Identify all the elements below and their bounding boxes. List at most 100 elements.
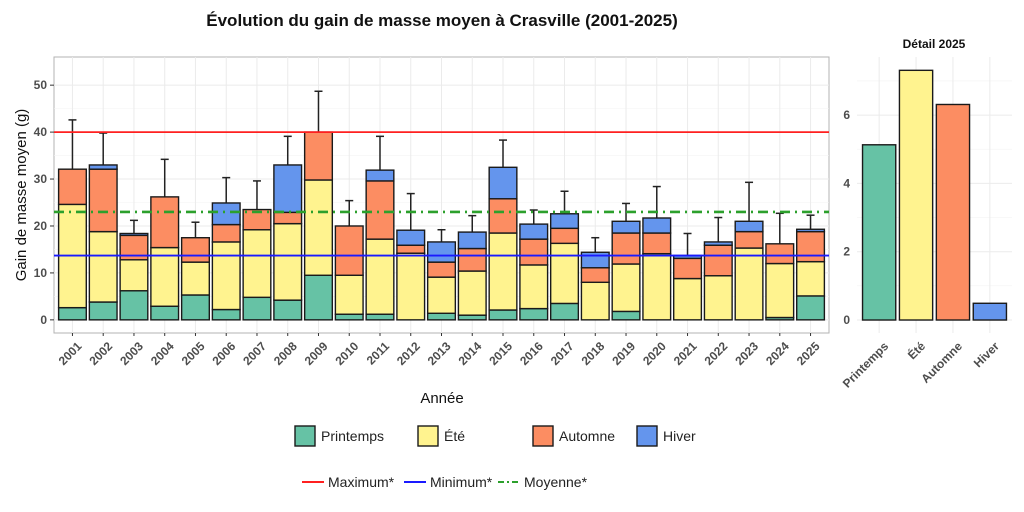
bar-segment-été [642,252,672,321]
bar-segment-automne [242,208,272,231]
bar-segment-automne [549,227,580,245]
legend-label-printemps: Printemps [321,428,384,444]
x-tick-label: 2015 [486,339,515,368]
bar-segment-automne [765,243,795,265]
bar-segment-hiver [119,232,149,237]
detail-x-tick-label: Automne [918,339,965,386]
x-tick-label: 2005 [179,339,208,368]
bar-segment-printemps [488,309,518,321]
detail-x-tick-label: Printemps [840,339,892,391]
detail-y-tick-label: 4 [843,176,850,190]
detail-bar-printemps [861,144,897,321]
bar-segment-automne [211,223,241,243]
bar-segment-hiver [519,223,549,240]
detail-bar-hiver [972,302,1008,321]
bar-segment-printemps [334,313,364,321]
bar-segment-hiver [457,231,487,250]
bar-segment-été [549,242,580,305]
legend-swatch-été [417,425,439,447]
legend-line-label: Minimum* [430,474,493,490]
bar-segment-été [765,262,795,319]
bar-segment-été [303,179,334,276]
bar-segment-printemps [611,310,641,321]
x-axis-label: Année [420,390,463,407]
detail-bar-été [898,69,934,321]
detail-bar-automne [935,103,971,321]
bar-segment-automne [334,225,364,276]
detail-y-tick-label: 0 [843,313,850,327]
bar-segment-printemps [150,305,180,321]
bar-segment-printemps [119,290,149,321]
y-tick-label: 40 [34,125,48,139]
bar-segment-hiver [365,169,395,182]
bar-segment-été [519,264,549,310]
bar-segment-été [703,275,733,321]
bar-segment-printemps [242,296,272,321]
x-tick-label: 2016 [517,339,546,368]
bar-segment-été [88,230,118,303]
bar-segment-hiver [88,164,118,170]
bar-segment-été [672,277,703,321]
bar-segment-automne [519,238,549,266]
x-tick-label: 2013 [425,339,454,368]
bar-segment-printemps [796,295,826,321]
bar-segment-hiver [488,166,518,200]
bar-segment-automne [150,196,180,249]
y-tick-label: 50 [34,78,48,92]
bar-segment-été [611,263,641,313]
x-tick-label: 2021 [671,339,700,368]
bar-segment-hiver [396,229,426,246]
x-tick-label: 2012 [394,339,423,368]
bar-segment-hiver [796,228,826,233]
bar-segment-printemps [57,306,87,321]
bar-segment-printemps [457,314,487,321]
x-tick-label: 2009 [302,339,331,368]
detail-y-tick-label: 2 [843,245,850,259]
x-tick-label: 2010 [333,339,362,368]
bar-segment-printemps [211,308,241,321]
bar-segment-printemps [303,274,334,321]
x-tick-label: 2020 [640,339,669,368]
x-tick-label: 2024 [763,339,792,368]
bar-segment-été [180,261,211,296]
bar-segment-automne [642,232,672,255]
bar-segment-hiver [642,217,672,234]
bar-segment-automne [426,261,457,278]
bar-segment-été [734,247,764,321]
bar-segment-été [119,259,149,292]
bar-segment-automne [273,211,303,225]
y-tick-label: 20 [34,219,48,233]
x-tick-label: 2017 [548,339,577,368]
legend-label-hiver: Hiver [663,428,696,444]
bar-segment-été [457,270,487,316]
y-axis-label: Gain de masse moyen (g) [13,109,30,282]
bar-segment-automne [88,168,118,233]
detail-y-tick-label: 6 [843,108,850,122]
bar-segment-été [488,232,518,311]
bar-segment-été [426,276,457,314]
bar-segment-printemps [273,299,303,321]
legend-label-automne: Automne [559,428,615,444]
bar-segment-automne [672,257,703,280]
y-tick-label: 10 [34,266,48,280]
bar-segment-printemps [365,313,395,321]
x-tick-label: 2018 [579,339,608,368]
legend-line-label: Moyenne* [524,474,588,490]
bar-segment-été [365,238,395,315]
x-tick-label: 2014 [456,339,485,368]
x-tick-label: 2004 [148,339,177,368]
chart-title: Évolution du gain de masse moyen à Crasv… [206,11,677,30]
bar-segment-printemps [519,307,549,321]
bar-segment-hiver [611,220,641,234]
bar-segment-hiver [273,164,303,214]
detail-x-tick-label: Été [904,338,928,362]
bar-segment-automne [703,244,733,277]
bar-segment-été [580,281,610,321]
x-tick-label: 2008 [271,339,300,368]
x-tick-label: 2023 [732,339,761,368]
bar-segment-automne [180,237,211,263]
